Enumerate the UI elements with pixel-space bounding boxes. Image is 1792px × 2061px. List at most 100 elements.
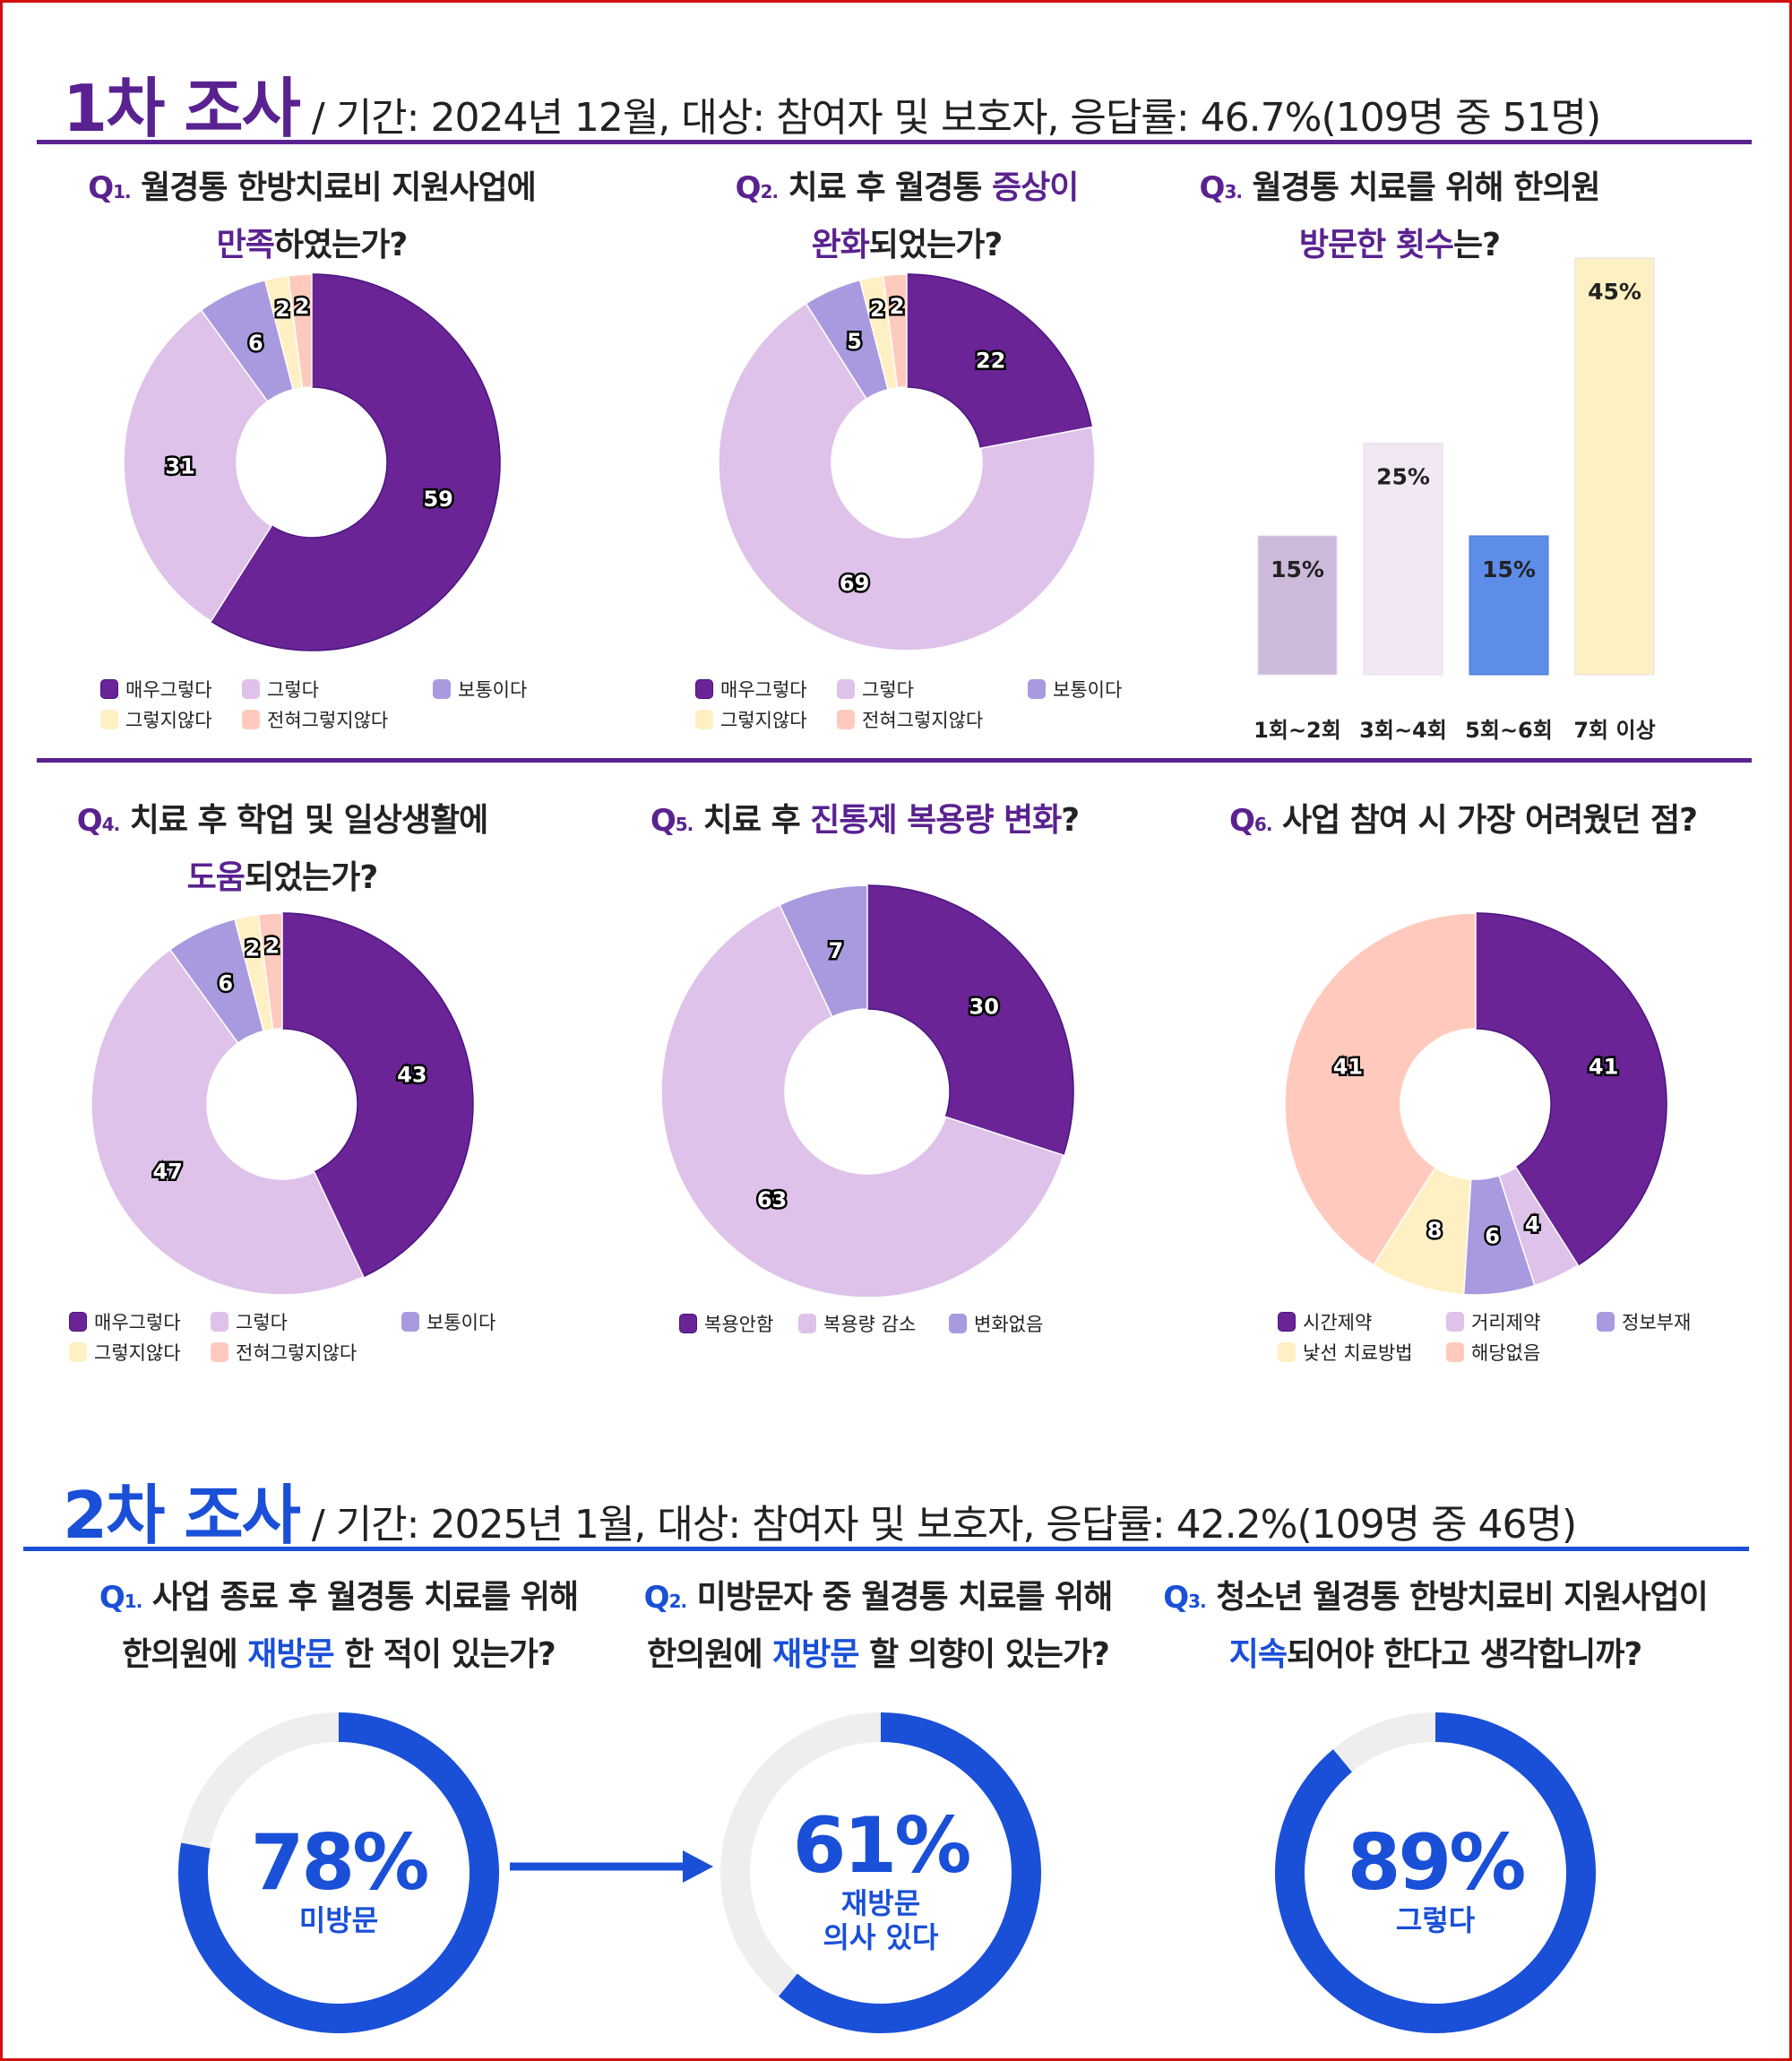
question-line: Q5. 치료 후 진통제 복용량 변화? [650,794,1080,851]
legend-swatch [242,710,260,729]
question-line: 한의원에 재방문 할 의향이 있는가? [644,1628,1113,1682]
survey2-question-title-q2: Q2. 미방문자 중 월경통 치료를 위해 한의원에 재방문 할 의향이 있는가? [644,1571,1114,1682]
legend-swatch [1278,1312,1296,1332]
highlight-text: 지속 [1228,1636,1288,1673]
legend-item: 보통이다 [1028,676,1122,703]
legend-item: 그렇다 [837,676,1012,703]
slice-매우그렇다 [281,912,474,1278]
legend-label: 전혀그렇지않다 [267,710,389,731]
legend-item: 시간제약 [1278,1308,1430,1335]
bar-3회~4회 [1363,443,1443,676]
legend-swatch [211,1342,228,1362]
data-label: 59 [423,487,452,512]
legend-item: 그렇다 [211,1308,385,1335]
legend-swatch [401,1312,419,1332]
highlight-text: 증상이 [991,169,1079,206]
s2q3-ring [1275,1712,1596,2033]
legend-swatch [433,679,451,699]
legend-item: 복용안함 [679,1310,782,1337]
data-label: 63 [757,1187,787,1212]
legend-swatch [1597,1312,1615,1332]
legend-label: 정보부재 [1622,1312,1692,1333]
slice-매우그렇다 [210,273,501,651]
legend-swatch [1028,679,1046,699]
legend-swatch [100,710,118,729]
percent-value: 78% [250,1818,430,1908]
survey1-title: 1차 조사 [63,71,301,146]
survey2-question-title-q3: Q3. 청소년 월경통 한방치료비 지원사업이 지속되어야 한다고 생각합니까? [1163,1571,1708,1682]
legend-label: 시간제약 [1303,1312,1373,1333]
data-label: 2 [870,297,885,322]
highlight-text: 방문한 횟수 [1298,227,1454,263]
legend-label: 보통이다 [458,679,528,701]
legend-item: 그렇다 [242,676,417,703]
legend-label: 그렇다 [267,679,319,701]
legend-item: 거리제약 [1446,1308,1581,1335]
data-label: 6 [248,331,263,356]
question-line: 한의원에 재방문 한 적이 있는가? [99,1628,578,1682]
bar-5회~6회 [1469,535,1549,676]
question-line: 도움되었는가? [77,851,487,905]
question-text: 미방문자 중 월경통 치료를 위해 [696,1579,1114,1616]
question-text: 되어야 한다고 생각합니까? [1286,1636,1642,1673]
question-number: Q1. [99,1580,142,1616]
question-number: Q6. [1229,803,1272,839]
legend-swatch [679,1314,697,1333]
legend-swatch [1446,1312,1464,1332]
question-text: 치료 후 월경통 [788,169,992,206]
x-tick-label: 5회~6회 [1465,718,1553,743]
question-text: 하였는가? [273,227,408,263]
divider [37,758,1752,763]
q6-donut: 41 46 8 41 [1284,912,1667,1296]
question-text: 한 적이 있는가? [333,1636,556,1673]
legend-label: 해당없음 [1471,1342,1541,1364]
legend-label: 매우그렇다 [720,679,807,701]
highlight-text: 만족 [216,227,275,263]
q5-donut: 30 63 7 [660,884,1074,1298]
percent-value: 89% [1347,1818,1527,1908]
ring-fill [778,1712,1041,2033]
ring-label: 미방문 [298,1903,379,1937]
legend-item: 전혀그렇지않다 [242,706,388,733]
data-label: 2 [265,934,280,959]
s2q2-ring [720,1712,1041,2033]
legend-label: 변화없음 [974,1314,1044,1335]
data-label: 69 [840,571,869,596]
ring-center-text: 78% 미방문 [250,1818,430,1937]
legend-swatch [242,679,260,699]
question-line: Q1. 사업 종료 후 월경통 치료를 위해 [99,1571,579,1628]
legend-swatch [1278,1342,1296,1362]
question-text: 치료 후 [702,802,811,839]
survey1-subtitle: / 기간: 2024년 12월, 대상: 참여자 및 보호자, 응답률: 46.… [311,95,1601,141]
highlight-text: 완화 [811,227,870,263]
data-label: 6 [1485,1223,1500,1248]
question-number: Q2. [735,170,779,206]
survey2-subtitle: / 기간: 2025년 1월, 대상: 참여자 및 보호자, 응답률: 42.2… [311,1502,1577,1548]
question-text: 월경통 한방치료비 지원사업에 [141,169,537,206]
question-line: 지속되어야 한다고 생각합니까? [1163,1628,1708,1682]
question-text: 월경통 치료를 위해 한의원 [1252,169,1601,206]
legend-label: 보통이다 [1053,679,1123,701]
question-text: 사업 참여 시 가장 어려웠던 점? [1281,802,1698,839]
data-label: 22 [976,349,1005,374]
slice-전혀그렇지않다 [257,912,283,1030]
legend-label: 거리제약 [1471,1312,1541,1333]
question-text: 되었는가? [244,859,378,896]
q1-legend: 매우그렇다 그렇다 보통이다 그렇지않다 전혀그렇지않다 [100,674,543,735]
question-text: 치료 후 학업 및 일상생활에 [129,802,488,839]
legend-label: 낯선 치료방법 [1303,1342,1413,1364]
question-title-q5: Q5. 치료 후 진통제 복용량 변화? [650,794,1080,851]
question-line: Q1. 월경통 한방치료비 지원사업에 [88,161,537,219]
bar-7회 이상 [1574,257,1655,676]
legend-label: 매우그렇다 [94,1312,181,1333]
bar-value-label: 15% [1271,556,1324,582]
question-number: Q4. [76,803,120,839]
question-text: 할 의향이 있는가? [858,1636,1110,1673]
data-label: 4 [1525,1212,1540,1237]
slice-시간제약 [1475,912,1667,1266]
legend-item: 변화없음 [949,1310,1043,1337]
